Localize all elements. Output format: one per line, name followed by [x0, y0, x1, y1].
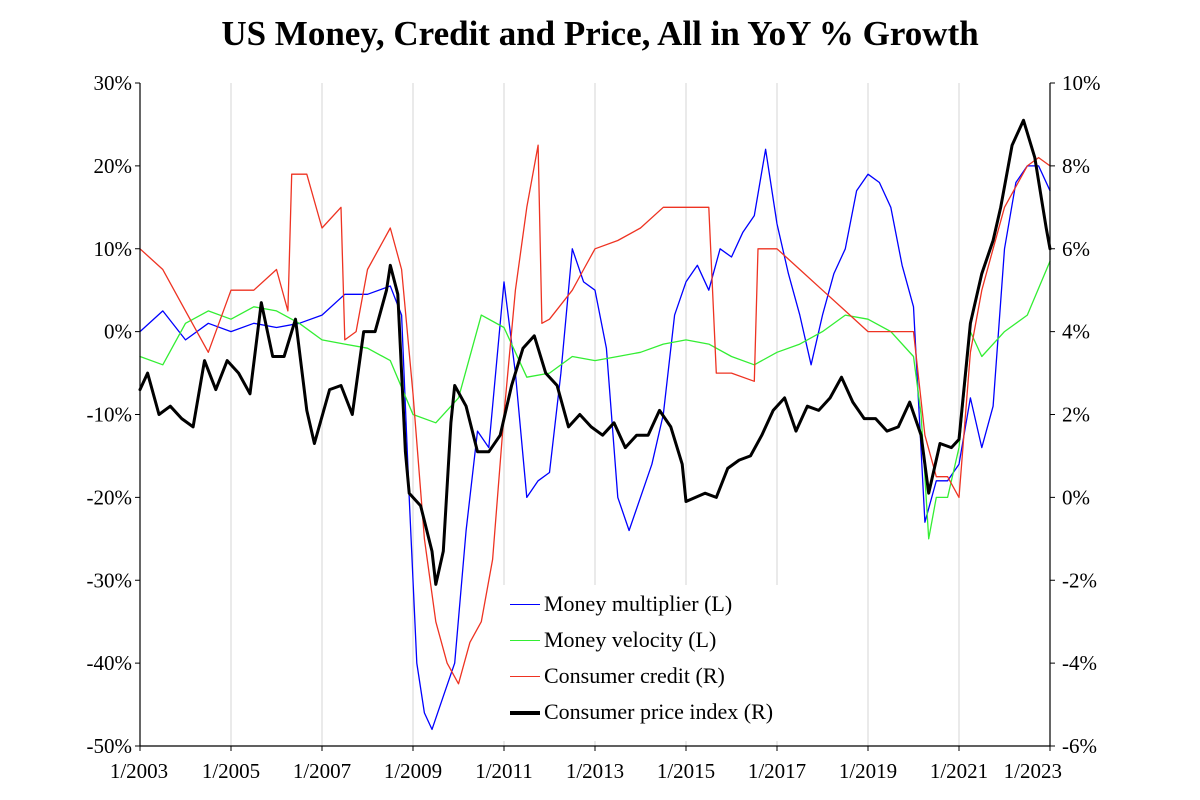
legend-swatch-money-multiplier: [510, 604, 540, 605]
axes: [135, 82, 1055, 751]
tick-labels: 1/2003 1/2005 1/2007 1/2009 1/2011 1/2013 1/20…: [87, 71, 1101, 783]
legend-label-money-velocity: Money velocity (L): [544, 627, 717, 652]
y-left-tick-label: -30%: [87, 568, 133, 592]
y-right-tick-label: 10%: [1062, 71, 1101, 95]
legend-item-consumer-price-index: Consumer price index (R): [502, 695, 817, 731]
chart-legend: Money multiplier (L) Money velocity (L) …: [502, 585, 817, 741]
chart-title: US Money, Credit and Price, All in YoY %…: [221, 14, 979, 53]
y-right-tick-label: -4%: [1062, 651, 1097, 675]
legend-item-money-velocity: Money velocity (L): [502, 623, 817, 659]
y-left-tick-label: 30%: [94, 71, 133, 95]
y-left-tick-label: -20%: [87, 485, 133, 509]
legend-swatch-consumer-credit: [510, 676, 540, 677]
y-left-tick-label: 10%: [94, 237, 133, 261]
series-lines: [138, 118, 1052, 731]
y-right-tick-label: -6%: [1062, 734, 1097, 758]
series-consumer-price-index: [138, 118, 1052, 586]
legend-item-money-multiplier: Money multiplier (L): [502, 587, 817, 623]
y-left-tick-label: 20%: [94, 154, 133, 178]
legend-item-consumer-credit: Consumer credit (R): [502, 659, 817, 695]
series-money-velocity: [139, 260, 1051, 540]
x-tick-label: 1/2019: [839, 759, 897, 783]
x-tick-label: 1/2011: [475, 759, 533, 783]
x-tick-label: 1/2003: [110, 759, 168, 783]
x-tick-label: 1/2005: [202, 759, 260, 783]
y-left-tick-label: -50%: [87, 734, 133, 758]
y-right-tick-label: 2%: [1062, 403, 1090, 427]
x-tick-label: 1/2009: [384, 759, 442, 783]
x-tick-label: 1/2015: [657, 759, 715, 783]
y-right-tick-label: 8%: [1062, 154, 1090, 178]
x-tick-label: 1/2013: [566, 759, 624, 783]
x-tick-label: 1/2023: [1004, 759, 1062, 783]
legend-swatch-consumer-price-index: [510, 711, 540, 715]
legend-swatch-money-velocity: [510, 640, 540, 641]
legend-label-consumer-credit: Consumer credit (R): [544, 663, 725, 688]
x-tick-label: 1/2017: [748, 759, 806, 783]
y-left-tick-label: -40%: [87, 651, 133, 675]
legend-label-consumer-price-index: Consumer price index (R): [544, 699, 774, 724]
y-right-tick-label: 4%: [1062, 320, 1090, 344]
y-left-tick-label: 0%: [104, 320, 132, 344]
y-right-tick-label: 0%: [1062, 485, 1090, 509]
series-consumer-credit: [139, 144, 1051, 685]
y-right-tick-label: 6%: [1062, 237, 1090, 261]
y-left-tick-label: -10%: [87, 403, 133, 427]
x-tick-label: 1/2021: [930, 759, 988, 783]
y-right-tick-label: -2%: [1062, 568, 1097, 592]
series-money-multiplier: [139, 148, 1051, 731]
legend-label-money-multiplier: Money multiplier (L): [544, 591, 733, 616]
x-tick-label: 1/2007: [293, 759, 351, 783]
